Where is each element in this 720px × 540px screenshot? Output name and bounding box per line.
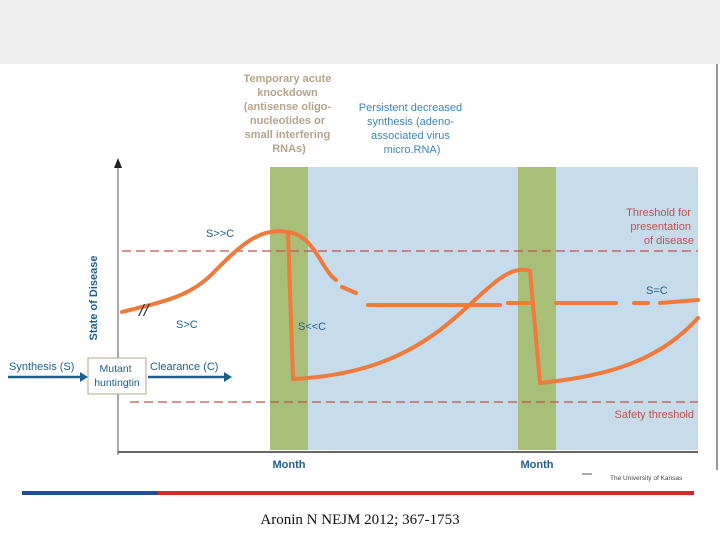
y-axis-label: State of Disease [88, 256, 100, 341]
mutant-huntingtin-box [87, 357, 147, 395]
persistent-decrease-line: Persistent decreased [359, 102, 462, 114]
s-much-greater-c-label: S>>C [206, 228, 234, 240]
s-equal-c-label: S=C [646, 285, 668, 297]
mutant-huntingtin-label: Mutant huntingtin [94, 363, 140, 389]
temporary-knockdown-line: Temporary acute [244, 73, 332, 85]
threshold-presentation-line-text: of disease [644, 235, 694, 247]
temporary-knockdown-line: (antisense oligo- [244, 101, 332, 113]
clearance-label: Clearance (C) [150, 361, 218, 373]
disease-curve-second-drop [528, 269, 542, 385]
disease-curve-rebound [286, 230, 338, 282]
footer-line-blue [22, 491, 158, 495]
disease-state-diagram: // Temporary acute knockdown (antisense … [8, 64, 718, 482]
persistent-region [270, 167, 698, 450]
citation: Aronin N NEJM 2012; 367-1753 [260, 512, 460, 528]
disease-curve-recovery [291, 267, 532, 381]
y-axis-arrow [114, 158, 122, 168]
threshold-presentation-line-text: Threshold for [626, 207, 691, 219]
temporary-knockdown-line: knockdown [257, 87, 318, 99]
disease-curve-second-rise [538, 316, 700, 385]
temporary-knockdown-annotation: Temporary acute knockdown (antisense oli… [244, 73, 335, 155]
safety-threshold-label: Safety threshold [615, 409, 695, 421]
temporary-knockdown-line: RNAs) [272, 143, 306, 155]
disease-curve-rising [120, 229, 290, 314]
synthesis-arrow-head [80, 372, 88, 382]
temporary-knockdown-line: nucleotides or [250, 115, 326, 127]
footer-line-red [158, 491, 694, 495]
persistent-decrease-line: synthesis (adeno- [367, 116, 454, 128]
axis-break-mark: // [138, 301, 151, 320]
temporary-knockdown-line: small interfering [245, 129, 331, 141]
huntingtin-line: huntingtin [94, 377, 140, 389]
month-label-2: Month [521, 459, 554, 471]
threshold-presentation-line-text: presentation [630, 221, 691, 233]
university-logo-text: The University of Kansas [610, 475, 683, 482]
s-much-less-c-label: S<<C [298, 321, 326, 333]
clearance-arrow-head [224, 372, 232, 382]
mutant-line: Mutant [99, 363, 131, 375]
month-label-1: Month [273, 459, 306, 471]
top-bar [0, 0, 720, 64]
sc-level-dash-1 [340, 285, 358, 295]
persistent-decrease-line: micro.RNA) [384, 144, 441, 156]
persistent-decrease-line: associated virus [371, 130, 450, 142]
threshold-presentation-label: Threshold for presentation of disease [626, 207, 694, 247]
persistent-decrease-annotation: Persistent decreased synthesis (adeno- a… [359, 102, 465, 156]
synthesis-label: Synthesis (S) [9, 361, 74, 373]
s-greater-c-label: S>C [176, 319, 198, 331]
disease-curve-knockdown-drop [286, 230, 295, 381]
knockdown-band-2 [518, 167, 556, 450]
sc-level-dash-5 [658, 298, 700, 305]
